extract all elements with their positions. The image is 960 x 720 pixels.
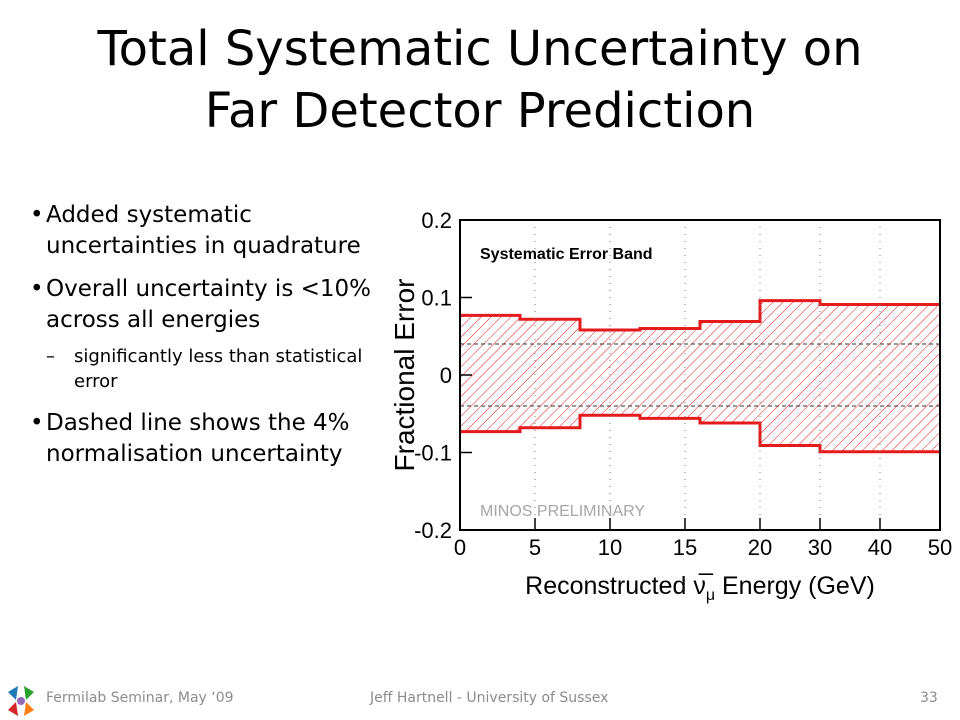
x-tick-label-7: 50 xyxy=(928,535,952,560)
y-tick-label-0: 0.2 xyxy=(421,208,452,233)
band-fill-bin-6 xyxy=(820,304,940,452)
band-fill-bin-0 xyxy=(460,315,520,432)
y-axis-label: Fractional Error xyxy=(389,279,420,472)
sub-bullet-1: significantly less than statistical erro… xyxy=(30,344,375,394)
title-line-1: Total Systematic Uncertainty on xyxy=(97,21,863,77)
footer-event: Fermilab Seminar, May ‘09 xyxy=(46,690,234,706)
x-tick-label-5: 30 xyxy=(808,535,832,560)
plot-frame xyxy=(459,219,941,531)
footer-page-number: 33 xyxy=(920,690,938,706)
footer-author: Jeff Hartnell - University of Sussex xyxy=(370,690,609,706)
x-axis-label: Reconstructed ν̅μ Energy (GeV) xyxy=(525,572,875,604)
legend-label: Systematic Error Band xyxy=(480,246,653,263)
y-tick-label-1: 0.1 xyxy=(421,286,452,311)
band-lower-edge xyxy=(460,413,940,454)
y-tick-label-2: 0 xyxy=(440,363,452,388)
y-tick-label-4: -0.2 xyxy=(414,518,452,543)
bullet-3: Dashed line shows the 4% normalisation u… xyxy=(30,408,375,470)
fractional-error-chart: 0.20.10-0.1-0.20 5 10 15 20 30 40 50 Systematic… xyxy=(389,208,952,604)
band-fill-bin-5 xyxy=(760,300,820,446)
x-tick-label-1: 5 xyxy=(529,535,541,560)
bullet-1: Added systematic uncertainties in quadra… xyxy=(30,200,375,262)
bullet-list: Added systematic uncertainties in quadra… xyxy=(30,200,375,482)
band-fill-bin-4 xyxy=(700,321,760,424)
x-tick-label-3: 15 xyxy=(673,535,697,560)
band-upper-edge xyxy=(460,299,940,332)
band-fill-bin-1 xyxy=(520,319,580,428)
y-tick-label-3: -0.1 xyxy=(414,441,452,466)
band-fill-bin-3 xyxy=(640,328,700,419)
slide-title: Total Systematic Uncertainty on Far Dete… xyxy=(40,18,920,142)
x-tick-label-2: 10 xyxy=(598,535,622,560)
annotation-label: MINOS PRELIMINARY xyxy=(480,503,645,520)
x-tick-label-6: 40 xyxy=(868,535,892,560)
title-line-2: Far Detector Prediction xyxy=(204,83,756,139)
bullet-2: Overall uncertainty is <10% across all e… xyxy=(30,274,375,336)
x-tick-label-0: 0 xyxy=(454,535,466,560)
fermilab-logo-icon xyxy=(8,686,34,716)
x-tick-label-4: 20 xyxy=(748,535,772,560)
